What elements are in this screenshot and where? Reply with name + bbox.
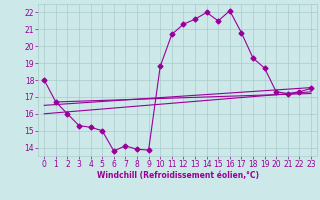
X-axis label: Windchill (Refroidissement éolien,°C): Windchill (Refroidissement éolien,°C) xyxy=(97,171,259,180)
